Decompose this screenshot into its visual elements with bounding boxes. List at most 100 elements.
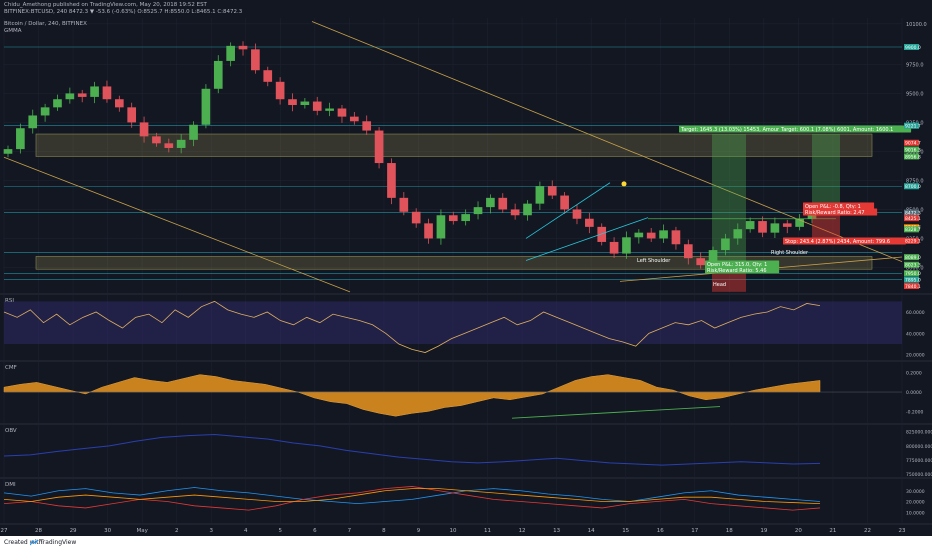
candle-body [337,108,347,117]
price-tag-bg [904,209,919,216]
candle-body [486,197,495,208]
price-tag: 9016.3 [905,147,921,153]
candle-body [189,124,198,140]
price-pane[interactable]: Target: 1645.3 (13.03%) 15453, Amount: 2… [3,21,912,293]
candle-body [362,121,372,131]
candle-body [275,81,285,100]
candle-body [28,115,38,129]
candle-body [523,203,532,216]
support-resistance-zone [35,133,873,157]
time-tick-label: 9 [417,528,421,534]
candle-body [325,108,334,111]
candle-body [547,186,557,196]
indicator-tick-label: 30.0000 [906,489,925,495]
price-tag: 8956.8 [905,154,921,160]
time-tick-label: 30 [104,528,111,534]
time-tick-label: 23 [899,528,906,534]
candle-body [535,186,545,204]
candle-body [498,197,508,210]
time-tick-label: 3 [209,528,213,534]
time-tick-label: 19 [760,528,767,534]
time-tick-label: 12 [519,528,526,534]
time-tick-label: 10 [450,528,457,534]
price-tag: 8089.0 [905,255,921,261]
candle-body [683,244,693,259]
indicator-tick-label: 0.0000 [906,390,922,396]
candle-body [708,250,718,266]
time-tick-label: 4 [244,528,248,534]
candle-body [152,136,161,144]
annotation-bg [783,237,906,245]
time-tick-label: 6 [313,528,317,534]
footer-bar: Created with TradingView [0,536,932,550]
annotation-bg [705,266,780,274]
candle-body [399,197,409,212]
dmi-pane[interactable]: DMI 30.0000 20.0000 10.0000 [3,482,925,516]
price-tag: 9900.0 [905,45,921,51]
cmf-divergence-line [511,406,721,419]
indicator-name: DMI [5,482,16,488]
candle-body [3,149,13,154]
candle-body [473,207,483,215]
cmf-pane[interactable]: CMF 0.2000 0.0000 -0.2000 [3,365,924,419]
rsi-pane[interactable]: RSI 60.0000 40.0000 20.0000 [3,298,925,359]
channel-lower [525,217,649,261]
time-tick-label: 22 [864,528,871,534]
price-tag-bg [904,254,919,261]
candle-body [77,93,87,97]
candle-body [622,237,631,254]
annotation-bg [679,125,812,133]
candle-body [65,93,75,100]
time-tick-label: 16 [657,528,664,534]
lower-trendline [3,156,351,293]
candle-body [424,223,433,239]
indicator-tick-label: 775000.0000 [906,458,932,464]
indicator-tick-label: 60.0000 [906,310,925,316]
price-tag-bg [904,226,919,233]
rsi-band [4,301,902,344]
indicator-tick-label: 20.0000 [906,353,925,359]
indicator-tick-label: 10.0000 [906,510,925,516]
price-tag: 7840.1 [905,284,921,290]
price-tag-bg [904,122,919,129]
candle-body [164,143,174,148]
candle-body [226,45,235,61]
price-tag: 8700.0 [905,184,921,190]
obv-pane[interactable]: OBV 825000.0000 800000.0000 775000.0000 7500… [3,428,932,478]
time-tick-label: 11 [484,528,491,534]
candle-body [53,99,62,108]
candle-body [696,258,706,266]
price-tag-bg [904,183,919,190]
price-tag: 8023.3 [905,263,921,269]
indicator-name: OBV [5,428,17,434]
chart-annotation: Risk/Reward Ratio: 5.46 [707,268,767,274]
candle-body [176,139,186,148]
indicator-tick-label: 825000.0000 [906,430,932,436]
price-tag: 9074.7 [905,141,921,147]
price-tag: 8425.1 [905,216,921,222]
candle-body [745,221,755,230]
candle-body [448,215,458,222]
candle-body [300,101,310,106]
time-tick-label: 13 [553,528,560,534]
indicator-tick-label: 40.0000 [906,331,925,337]
candle-body [288,99,297,106]
obv-line [3,433,821,466]
time-tick-label: 2 [175,528,179,534]
candle-body [510,209,520,216]
candle-body [436,215,446,239]
time-axis[interactable]: 27 28 29 30 May 2 3 4 5 6 7 8 9 10 11 12 13 14 15 16 17 18 19 2… [1,528,906,534]
price-tag-bg [904,146,919,153]
candle-body [597,226,607,242]
annotation-bg [803,202,875,210]
candle-body [213,60,223,89]
chart-annotation: Left Shoulder [637,258,671,264]
candle-body [721,238,730,251]
indicator-tick-label: 750000.0000 [906,472,932,478]
tradingview-brand[interactable]: TradingView [40,539,77,546]
short-term-target-box [812,134,840,213]
indicator-tick-label: 0.2000 [906,371,922,377]
price-tag: 7950.0 [905,271,921,277]
price-axis[interactable]: 10100.09750.09500.09250.09000.08750.0850… [904,22,927,290]
